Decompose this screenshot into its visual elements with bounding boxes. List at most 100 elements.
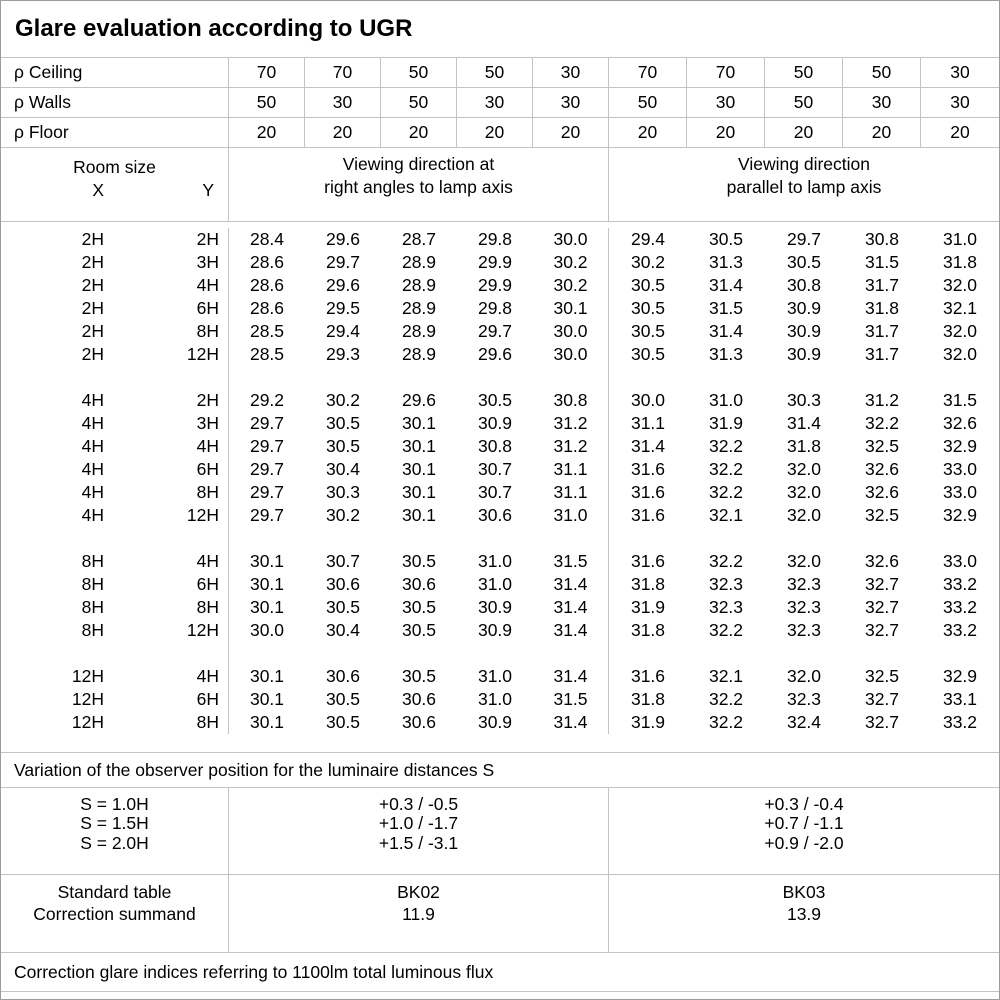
room-size-x: 8H — [81, 620, 104, 640]
ugr-value: 29.6 — [325, 275, 361, 295]
column-divider — [219, 228, 229, 251]
ugr-value: 28.5 — [249, 344, 285, 364]
room-size-y — [104, 366, 219, 389]
column-divider — [219, 481, 229, 504]
ugr-value: 30.0 — [533, 343, 609, 366]
luminaire-distance-label: S = 2.0H — [80, 832, 149, 853]
room-size-x — [1, 527, 104, 550]
reflectance-row-label: ρ Walls — [14, 92, 71, 112]
ugr-value: 30.1 — [401, 413, 437, 433]
ugr-value — [687, 366, 765, 389]
ugr-value: 28.6 — [249, 275, 285, 295]
correction-note-row: Correction glare indices referring to 11… — [1, 953, 999, 992]
ugr-value — [229, 366, 305, 389]
ugr-value: 30.7 — [477, 459, 513, 479]
column-divider — [219, 320, 229, 343]
ugr-value: 33.0 — [942, 482, 978, 502]
ugr-value: 30.7 — [325, 551, 361, 571]
ugr-value: 31.2 — [533, 412, 609, 435]
reflectance-row: ρ Floor 20 20 20 20 20 20 20 20 20 20 — [1, 118, 999, 148]
room-size-x: 4H — [81, 459, 104, 479]
room-size-y: 4H — [196, 275, 219, 295]
room-size-y: 6H — [196, 574, 219, 594]
s-labels-column: S = 1.0H S = 1.5H S = 2.0H — [1, 788, 228, 874]
ugr-value: 31.0 — [533, 504, 609, 527]
ugr-value: 32.1 — [708, 666, 744, 686]
ugr-value: 28.7 — [401, 229, 437, 249]
room-size-y: 6H — [196, 298, 219, 318]
room-size-x: 4H — [81, 482, 104, 502]
room-size-y: 8H — [196, 597, 219, 617]
ugr-value: 29.7 — [249, 413, 285, 433]
ugr-value: 32.3 — [786, 574, 822, 594]
table-row: 2H 4H 28.6 29.6 28.9 29.9 30.2 30.5 31.4 30.8 31.7… — [1, 274, 999, 297]
ugr-value: 31.9 — [708, 413, 744, 433]
ugr-value — [843, 366, 921, 389]
ugr-value: 31.6 — [630, 666, 666, 686]
reflectance-value: 30 — [920, 88, 999, 117]
variation-note-text: Variation of the observer position for t… — [14, 759, 495, 780]
right-angles-variation-column: +0.3 / -0.5 +1.0 / -1.7 +1.5 / -3.1 — [228, 788, 608, 874]
column-divider — [219, 251, 229, 274]
room-size-y: 12H — [186, 620, 219, 640]
room-size-x: 12H — [71, 712, 104, 732]
parallel-variation-column: +0.3 / -0.4 +0.7 / -1.1 +0.9 / -2.0 — [608, 788, 999, 874]
ugr-value: 30.1 — [533, 297, 609, 320]
ugr-value: 30.1 — [401, 436, 437, 456]
table-row: 2H 3H 28.6 29.7 28.9 29.9 30.2 30.2 31.3 30.5 31.5… — [1, 251, 999, 274]
ugr-value: 30.9 — [786, 298, 822, 318]
ugr-value: 30.9 — [477, 620, 513, 640]
ugr-value: 33.2 — [942, 574, 978, 594]
table-row: 4H 4H 29.7 30.5 30.1 30.8 31.2 31.4 32.2 31.8 32.5… — [1, 435, 999, 458]
column-divider — [219, 274, 229, 297]
room-size-y: 6H — [196, 689, 219, 709]
ugr-value: 31.1 — [630, 413, 666, 433]
ugr-value: 30.2 — [533, 251, 609, 274]
room-size-y: 2H — [196, 390, 219, 410]
ugr-value: 29.6 — [325, 229, 361, 249]
ugr-value: 30.1 — [401, 459, 437, 479]
ugr-value: 30.9 — [477, 413, 513, 433]
table-row: 4H 2H 29.2 30.2 29.6 30.5 30.8 30.0 31.0 30.3 31.2… — [1, 389, 999, 412]
column-divider — [219, 619, 229, 642]
table-row: 4H 12H 29.7 30.2 30.1 30.6 31.0 31.6 32.1 32.0 32.… — [1, 504, 999, 527]
ugr-value — [533, 642, 609, 665]
table-row: 2H 8H 28.5 29.4 28.9 29.7 30.0 30.5 31.4 30.9 31.7… — [1, 320, 999, 343]
ugr-value-rows: 2H 2H 28.4 29.6 28.7 29.8 30.0 29.4 30.5 29.7 30.8… — [1, 222, 999, 753]
group1-header-line1: Viewing direction at — [342, 154, 495, 174]
ugr-value: 30.0 — [249, 620, 285, 640]
ugr-value: 31.8 — [630, 620, 666, 640]
ugr-value: 29.8 — [477, 229, 513, 249]
ugr-value: 31.4 — [630, 436, 666, 456]
ugr-value: 30.2 — [533, 274, 609, 297]
column-divider — [219, 527, 229, 550]
ugr-value: 30.5 — [401, 551, 437, 571]
reflectance-row: ρ Ceiling 70 70 50 50 30 70 70 50 50 30 — [1, 58, 999, 88]
reflectance-header-rows: ρ Ceiling 70 70 50 50 30 70 70 50 50 30 ρ Walls 50 30… — [1, 58, 999, 148]
title-row: Glare evaluation according to UGR — [1, 1, 999, 58]
room-size-x: 2H — [81, 298, 104, 318]
ugr-value: 30.6 — [325, 574, 361, 594]
ugr-value: 30.5 — [708, 229, 744, 249]
ugr-value: 31.4 — [786, 413, 822, 433]
ugr-value: 30.9 — [786, 344, 822, 364]
reflectance-value: 20 — [920, 118, 999, 147]
spacer-row — [1, 366, 999, 389]
ugr-value: 31.0 — [942, 229, 978, 249]
ugr-value: 30.1 — [249, 574, 285, 594]
ugr-value — [457, 642, 533, 665]
room-size-y: 4H — [196, 436, 219, 456]
ugr-value: 31.4 — [533, 711, 609, 734]
reflectance-value: 20 — [686, 118, 764, 147]
right-angles-value: +1.0 / -1.7 — [378, 813, 459, 834]
ugr-value: 32.2 — [708, 551, 744, 571]
column-divider — [219, 573, 229, 596]
ugr-value: 30.3 — [325, 482, 361, 502]
room-size-x: 8H — [81, 574, 104, 594]
ugr-value: 28.9 — [401, 252, 437, 272]
table-row: 4H 3H 29.7 30.5 30.1 30.9 31.2 31.1 31.9 31.4 32.2… — [1, 412, 999, 435]
standard-parallel-column: BK03 13.9 — [608, 875, 999, 952]
ugr-value: 32.0 — [786, 551, 822, 571]
group2-header-line2: parallel to lamp axis — [726, 177, 882, 197]
ugr-value — [229, 642, 305, 665]
